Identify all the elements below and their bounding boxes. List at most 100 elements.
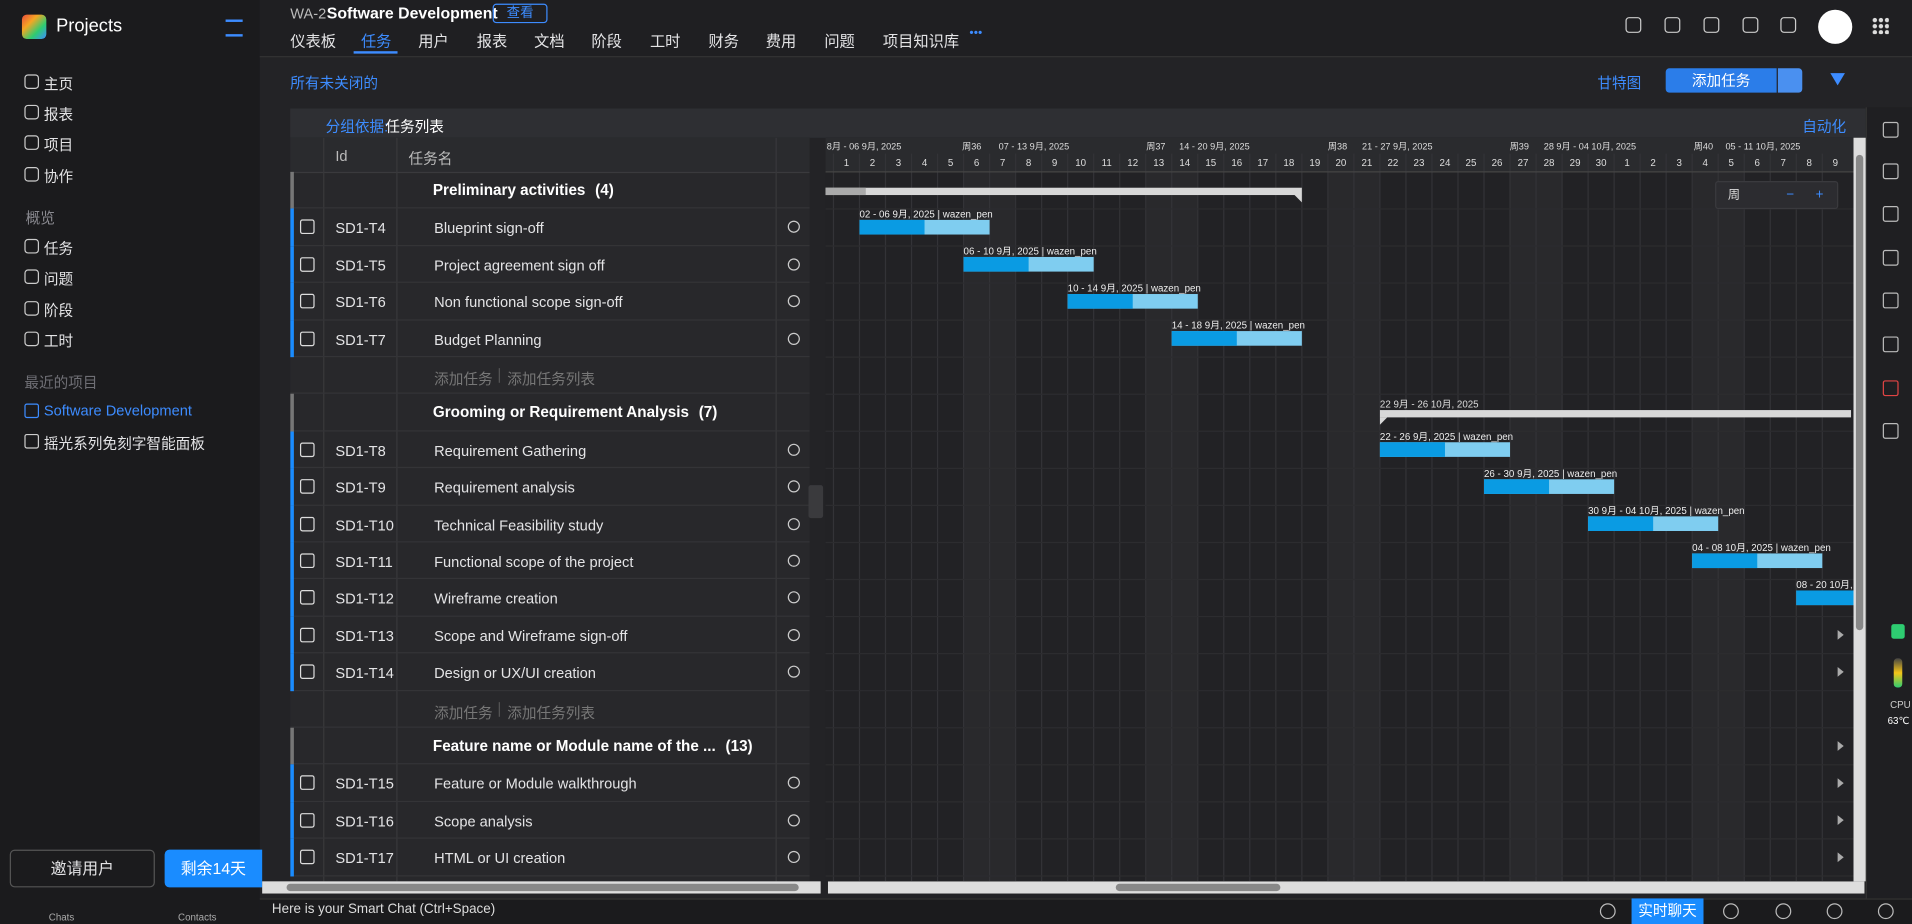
invite-button[interactable]: 邀请用户	[9, 849, 155, 888]
rail-icon[interactable]	[1882, 163, 1899, 180]
add-task-button[interactable]: 添加任务	[1665, 68, 1777, 93]
scroll-thumb[interactable]	[1115, 883, 1281, 892]
scroll-thumb[interactable]	[1855, 154, 1864, 631]
menu-toggle[interactable]	[225, 19, 243, 37]
status-icon[interactable]	[1723, 903, 1739, 920]
group-value[interactable]: 任务列表	[385, 118, 444, 136]
trial-button[interactable]: 剩余14天	[164, 849, 263, 888]
task-id[interactable]: SD1-T9	[335, 479, 386, 497]
add-list-link[interactable]: 添加任务列表	[507, 370, 596, 388]
timer-icon[interactable]	[787, 776, 800, 790]
checkbox[interactable]	[299, 775, 315, 791]
timer-icon[interactable]	[787, 480, 800, 493]
task-id[interactable]: SD1-T16	[335, 812, 394, 830]
task-name[interactable]: Wireframe creation	[434, 590, 558, 608]
tab[interactable]: 任务	[360, 32, 392, 50]
nav-item[interactable]: 工时	[43, 332, 74, 350]
task-name[interactable]: Project agreement sign off	[434, 256, 605, 275]
task-id[interactable]: SD1-T14	[335, 664, 394, 682]
rail-icon[interactable]	[1882, 206, 1899, 222]
tab[interactable]: 问题	[824, 32, 855, 50]
nav-item[interactable]: 主页	[43, 75, 74, 93]
tab[interactable]: 工时	[649, 32, 681, 50]
status-icon[interactable]	[1775, 903, 1792, 920]
checkbox[interactable]	[299, 553, 315, 569]
group-label[interactable]: 分组依据:	[325, 118, 389, 136]
header-icon[interactable]	[1742, 17, 1759, 33]
group-title[interactable]: Preliminary activities (4)	[433, 182, 614, 199]
checkbox[interactable]	[299, 256, 315, 272]
timer-icon[interactable]	[787, 221, 800, 234]
rail-icon[interactable]	[1882, 121, 1899, 138]
timer-icon[interactable]	[787, 295, 800, 308]
checkbox[interactable]	[299, 331, 315, 346]
apps-grid[interactable]	[1871, 17, 1889, 35]
add-task-dropdown[interactable]	[1777, 68, 1803, 93]
checkbox[interactable]	[299, 627, 315, 643]
task-name[interactable]: Non functional scope sign-off	[434, 294, 623, 312]
dock-item[interactable]: Chats	[48, 911, 75, 923]
collapse-button[interactable]	[808, 485, 824, 519]
task-name[interactable]: HTML or UI creation	[434, 849, 566, 867]
status-icon[interactable]	[1877, 903, 1894, 920]
checkbox[interactable]	[299, 590, 315, 606]
task-name[interactable]: Blueprint sign-off	[434, 219, 544, 237]
task-name[interactable]: Requirement analysis	[434, 479, 575, 497]
add-list-link[interactable]: 添加任务列表	[507, 704, 596, 722]
recent-item[interactable]: 摇光系列免刻字智能面板	[43, 435, 205, 453]
add-task-link[interactable]: 添加任务	[434, 370, 493, 388]
automation[interactable]: 自动化	[1802, 118, 1847, 136]
task-name[interactable]: Technical Feasibility study	[434, 516, 604, 534]
task-id[interactable]: SD1-T6	[335, 294, 386, 312]
group-title[interactable]: Grooming or Requirement Analysis (7)	[433, 404, 717, 421]
filter-dropdown[interactable]: 所有未关闭的	[290, 74, 379, 92]
status-icon[interactable]	[1599, 903, 1616, 920]
tab[interactable]: 费用	[765, 32, 797, 50]
tab[interactable]: 文档	[534, 32, 565, 50]
task-id[interactable]: SD1-T13	[335, 627, 394, 645]
checkbox[interactable]	[299, 664, 315, 680]
tabs-more[interactable]: •••	[969, 26, 983, 41]
header-icon[interactable]	[1664, 17, 1681, 33]
tab[interactable]: 阶段	[591, 32, 622, 50]
smart-chat[interactable]: Here is your Smart Chat (Ctrl+Space)	[271, 902, 496, 917]
nav-item[interactable]: 协作	[43, 168, 74, 186]
checkbox[interactable]	[299, 219, 315, 235]
task-name[interactable]: Design or UX/UI creation	[434, 664, 596, 682]
rail-icon[interactable]	[1882, 249, 1899, 266]
task-name[interactable]: Budget Planning	[434, 331, 542, 349]
task-id[interactable]: SD1-T11	[335, 553, 393, 571]
timer-icon[interactable]	[787, 258, 800, 271]
task-id[interactable]: SD1-T5	[335, 256, 386, 275]
task-id[interactable]: SD1-T8	[335, 442, 386, 460]
nav-item[interactable]: 项目	[43, 136, 74, 154]
task-id[interactable]: SD1-T10	[335, 516, 394, 534]
add-task-link[interactable]: 添加任务	[434, 704, 493, 722]
zoom-plus[interactable]: +	[1816, 187, 1824, 202]
tab[interactable]: 仪表板	[290, 32, 336, 50]
view-mode[interactable]: 甘特图	[1597, 74, 1642, 92]
checkbox[interactable]	[299, 516, 315, 531]
task-id[interactable]: SD1-T17	[335, 849, 394, 867]
nav-item[interactable]: 阶段	[43, 302, 74, 320]
avatar[interactable]	[1818, 9, 1853, 44]
group-title[interactable]: Feature name or Module name of the ... (1…	[433, 737, 753, 754]
checkbox[interactable]	[299, 442, 315, 457]
tab[interactable]: 财务	[708, 32, 739, 50]
task-name[interactable]: Scope and Wireframe sign-off	[434, 627, 628, 645]
timer-icon[interactable]	[787, 443, 800, 456]
task-name[interactable]: Scope analysis	[434, 812, 533, 830]
timer-icon[interactable]	[787, 628, 800, 641]
scroll-thumb[interactable]	[286, 883, 799, 892]
rail-icon[interactable]	[1882, 380, 1899, 397]
timer-icon[interactable]	[787, 665, 800, 678]
task-name[interactable]: Feature or Module walkthrough	[434, 775, 637, 793]
timer-icon[interactable]	[787, 591, 800, 604]
rail-icon[interactable]	[1882, 422, 1899, 439]
task-id[interactable]: SD1-T15	[335, 775, 394, 793]
live-chat-button[interactable]: 实时聊天	[1631, 898, 1704, 924]
recent-item[interactable]: Software Development	[43, 402, 192, 420]
nav-item[interactable]: 问题	[43, 270, 74, 288]
timer-icon[interactable]	[787, 554, 800, 567]
task-id[interactable]: SD1-T7	[335, 331, 386, 349]
